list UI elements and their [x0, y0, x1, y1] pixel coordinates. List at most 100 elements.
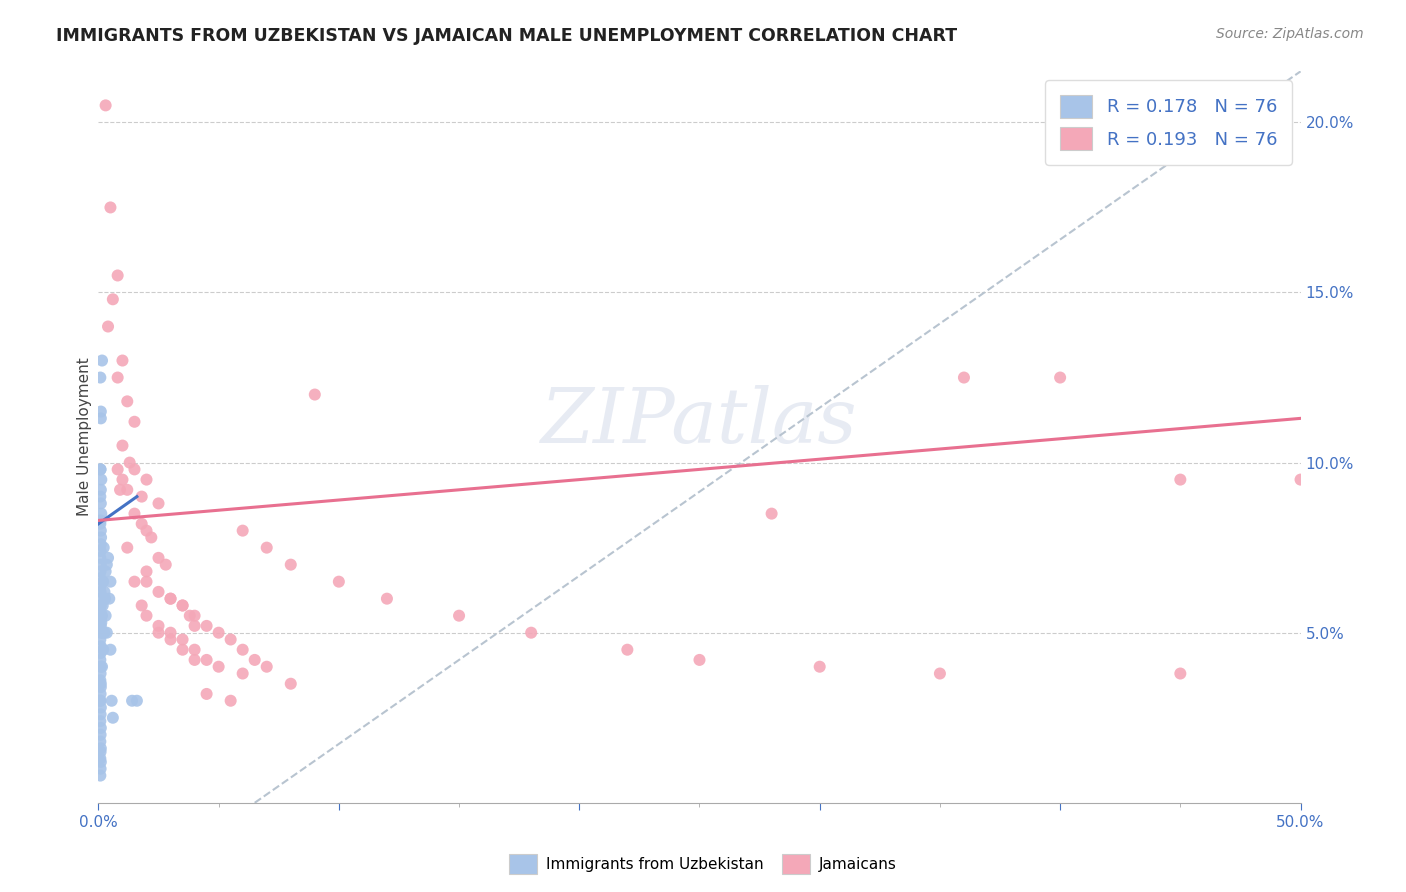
Point [90, 677, 112, 691]
Point [94, 98, 117, 112]
Point [172, 642, 194, 657]
Point [953, 370, 976, 384]
Point [124, 415, 146, 429]
Point [125, 694, 148, 708]
Point [89, 653, 111, 667]
Point [111, 439, 134, 453]
Point [93, 585, 115, 599]
Point [135, 574, 157, 589]
Point [232, 666, 254, 681]
Point [183, 653, 205, 667]
Point [90, 728, 112, 742]
Point [90, 462, 112, 476]
Point [89, 591, 111, 606]
Point [90, 755, 112, 769]
Point [1049, 370, 1071, 384]
Point [280, 677, 302, 691]
Point [195, 653, 218, 667]
Point [96, 558, 118, 572]
Point [90, 605, 112, 619]
Point [90, 745, 112, 759]
Point [111, 353, 134, 368]
Point [117, 541, 139, 555]
Point [124, 574, 146, 589]
Point [183, 608, 205, 623]
Point [148, 585, 170, 599]
Point [155, 558, 177, 572]
Point [90, 496, 112, 510]
Point [90, 700, 112, 714]
Point [97, 550, 120, 565]
Point [219, 694, 242, 708]
Point [91, 642, 114, 657]
Point [148, 496, 170, 510]
Point [89, 490, 111, 504]
Point [135, 565, 157, 579]
Point [89, 516, 111, 531]
Point [131, 516, 153, 531]
Point [280, 558, 302, 572]
Point [183, 642, 205, 657]
Point [90, 625, 112, 640]
Text: IMMIGRANTS FROM UZBEKISTAN VS JAMAICAN MALE UNEMPLOYMENT CORRELATION CHART: IMMIGRANTS FROM UZBEKISTAN VS JAMAICAN M… [56, 27, 957, 45]
Legend: Immigrants from Uzbekistan, Jamaicans: Immigrants from Uzbekistan, Jamaicans [503, 848, 903, 880]
Point [90, 411, 112, 425]
Point [90, 762, 112, 776]
Point [96, 625, 118, 640]
Point [97, 319, 120, 334]
Point [124, 462, 146, 476]
Point [1289, 473, 1312, 487]
Point [375, 591, 398, 606]
Point [256, 659, 278, 673]
Point [135, 608, 157, 623]
Point [89, 571, 111, 585]
Point [100, 694, 122, 708]
Point [90, 707, 112, 722]
Point [107, 462, 129, 476]
Point [91, 353, 114, 368]
Point [89, 550, 111, 565]
Point [159, 591, 181, 606]
Point [90, 619, 112, 633]
Point [121, 694, 143, 708]
Point [111, 473, 134, 487]
Point [90, 659, 112, 673]
Point [90, 404, 112, 418]
Point [89, 370, 111, 384]
Point [90, 585, 112, 599]
Point [89, 768, 111, 782]
Point [93, 625, 115, 640]
Point [89, 612, 111, 626]
Point [304, 387, 326, 401]
Point [219, 632, 242, 647]
Point [179, 608, 201, 623]
Point [91, 608, 114, 623]
Point [616, 642, 638, 657]
Point [94, 608, 117, 623]
Point [1170, 666, 1192, 681]
Point [91, 574, 114, 589]
Point [118, 456, 141, 470]
Point [117, 483, 139, 497]
Point [98, 591, 121, 606]
Point [183, 619, 205, 633]
Point [141, 531, 163, 545]
Point [89, 751, 111, 765]
Point [208, 625, 231, 640]
Point [90, 615, 112, 630]
Point [94, 565, 117, 579]
Point [148, 625, 170, 640]
Point [808, 659, 831, 673]
Legend: R = 0.178   N = 76, R = 0.193   N = 76: R = 0.178 N = 76, R = 0.193 N = 76 [1045, 80, 1292, 165]
Point [159, 625, 181, 640]
Text: ZIPatlas: ZIPatlas [541, 385, 858, 459]
Point [90, 531, 112, 545]
Point [256, 541, 278, 555]
Point [928, 666, 950, 681]
Point [93, 541, 115, 555]
Point [90, 507, 112, 521]
Point [91, 659, 114, 673]
Y-axis label: Male Unemployment: Male Unemployment [77, 358, 91, 516]
Point [89, 694, 111, 708]
Point [100, 201, 122, 215]
